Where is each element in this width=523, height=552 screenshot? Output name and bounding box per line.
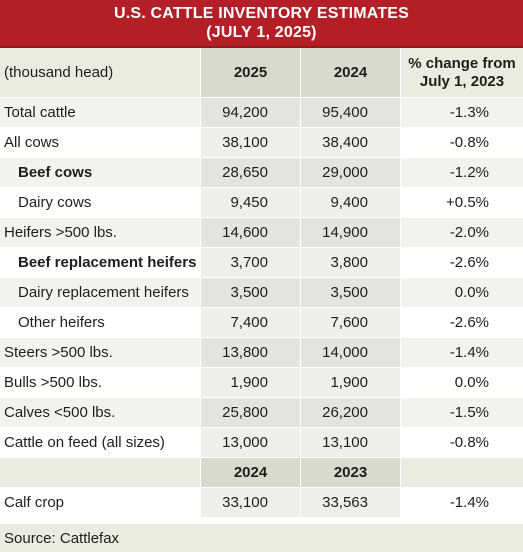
row-label: Cattle on feed (all sizes) — [0, 428, 200, 457]
header-row: (thousand head) 2025 2024 % change from … — [0, 48, 523, 98]
column-header-2024: 2024 — [300, 48, 400, 97]
value-2024: 1,900 — [300, 368, 400, 397]
row-label: Beef replacement heifers — [0, 248, 200, 277]
table-row: All cows 38,100 38,400 -0.8% — [0, 128, 523, 158]
value-change: 0.0% — [400, 368, 523, 397]
value-2024: 3,500 — [300, 278, 400, 307]
table-row: Bulls >500 lbs. 1,900 1,900 0.0% — [0, 368, 523, 398]
table-row: Dairy cows 9,450 9,400 +0.5% — [0, 188, 523, 218]
value-change: -0.8% — [400, 428, 523, 457]
value-2025: 38,100 — [200, 128, 300, 157]
table-row: Dairy replacement heifers 3,500 3,500 0.… — [0, 278, 523, 308]
table-row: Calves <500 lbs. 25,800 26,200 -1.5% — [0, 398, 523, 428]
value-2024: 14,900 — [300, 218, 400, 247]
value-2025: 9,450 — [200, 188, 300, 217]
value-2025: 7,400 — [200, 308, 300, 337]
value-2024: 29,000 — [300, 158, 400, 187]
value-change: -1.5% — [400, 398, 523, 427]
row-label: Bulls >500 lbs. — [0, 368, 200, 397]
table-row: Beef cows 28,650 29,000 -1.2% — [0, 158, 523, 188]
row-label: Dairy replacement heifers — [0, 278, 200, 307]
units-label: (thousand head) — [0, 48, 200, 97]
value-change: -2.0% — [400, 218, 523, 247]
value-2025: 25,800 — [200, 398, 300, 427]
table-title-line1: U.S. CATTLE INVENTORY ESTIMATES — [113, 5, 410, 22]
subheader-row: 2024 2023 — [0, 458, 523, 488]
subheader-blank — [0, 458, 200, 487]
table-row: Heifers >500 lbs. 14,600 14,900 -2.0% — [0, 218, 523, 248]
value-change: -1.2% — [400, 158, 523, 187]
source-note: Source: Cattlefax — [0, 524, 523, 552]
value-2024: 33,100 — [200, 488, 300, 517]
row-label: Steers >500 lbs. — [0, 338, 200, 367]
change-header-line1: % change from — [408, 54, 516, 72]
value-2024: 38,400 — [300, 128, 400, 157]
column-header-change: % change from July 1, 2023 — [400, 48, 523, 97]
table-body: (thousand head) 2025 2024 % change from … — [0, 48, 523, 518]
table-row-calf-crop: Calf crop 33,100 33,563 -1.4% — [0, 488, 523, 518]
row-label: Heifers >500 lbs. — [0, 218, 200, 247]
value-2024: 95,400 — [300, 98, 400, 127]
value-2024: 9,400 — [300, 188, 400, 217]
value-2025: 28,650 — [200, 158, 300, 187]
value-2024: 26,200 — [300, 398, 400, 427]
value-2023: 33,563 — [300, 488, 400, 517]
value-2025: 1,900 — [200, 368, 300, 397]
value-2025: 13,000 — [200, 428, 300, 457]
row-label: Total cattle — [0, 98, 200, 127]
table-title-line2: (JULY 1, 2025) — [206, 24, 317, 41]
value-2024: 3,800 — [300, 248, 400, 277]
value-change: +0.5% — [400, 188, 523, 217]
value-change: -1.4% — [400, 338, 523, 367]
value-change: -1.4% — [400, 488, 523, 517]
table-row: Other heifers 7,400 7,600 -2.6% — [0, 308, 523, 338]
value-2025: 3,700 — [200, 248, 300, 277]
value-2025: 94,200 — [200, 98, 300, 127]
value-2025: 14,600 — [200, 218, 300, 247]
row-label: Calves <500 lbs. — [0, 398, 200, 427]
table-title: U.S. CATTLE INVENTORY ESTIMATES (JULY 1,… — [0, 0, 523, 48]
table-row: Steers >500 lbs. 13,800 14,000 -1.4% — [0, 338, 523, 368]
value-2024: 7,600 — [300, 308, 400, 337]
row-label: Beef cows — [0, 158, 200, 187]
value-change: -2.6% — [400, 308, 523, 337]
row-label: All cows — [0, 128, 200, 157]
change-header-line2: July 1, 2023 — [419, 72, 505, 90]
row-label: Other heifers — [0, 308, 200, 337]
row-label: Dairy cows — [0, 188, 200, 217]
value-2024: 14,000 — [300, 338, 400, 367]
table-row: Cattle on feed (all sizes) 13,000 13,100… — [0, 428, 523, 458]
value-change: 0.0% — [400, 278, 523, 307]
value-2024: 13,100 — [300, 428, 400, 457]
column-header-2024-b: 2024 — [200, 458, 300, 487]
value-change: -2.6% — [400, 248, 523, 277]
row-label: Calf crop — [0, 488, 200, 517]
table-row: Beef replacement heifers 3,700 3,800 -2.… — [0, 248, 523, 278]
value-2025: 3,500 — [200, 278, 300, 307]
value-change: -0.8% — [400, 128, 523, 157]
table-row: Total cattle 94,200 95,400 -1.3% — [0, 98, 523, 128]
value-change: -1.3% — [400, 98, 523, 127]
value-2025: 13,800 — [200, 338, 300, 367]
column-header-2023: 2023 — [300, 458, 400, 487]
subheader-blank-change — [400, 458, 523, 487]
column-header-2025: 2025 — [200, 48, 300, 97]
